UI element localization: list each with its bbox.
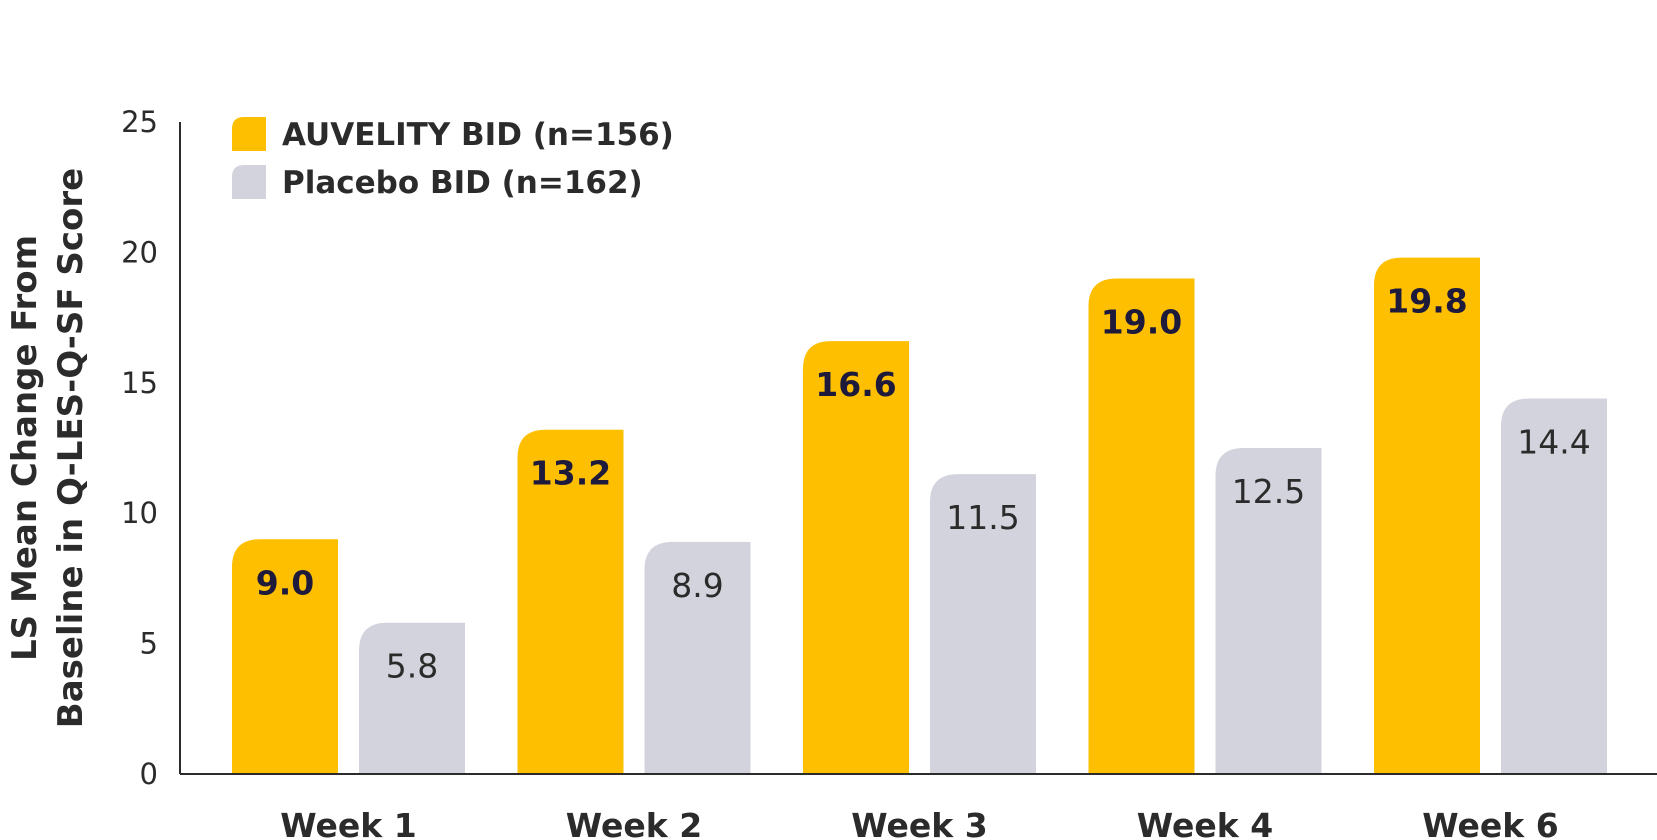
auvelity-bar-week-3 bbox=[803, 341, 909, 774]
y-tick-label: 15 bbox=[121, 366, 158, 400]
y-tick-label: 10 bbox=[121, 496, 158, 530]
placebo-bar-week-4 bbox=[1215, 448, 1322, 774]
auvelity-bar-week-2 bbox=[517, 429, 624, 774]
legend: AUVELITY BID (n=156) Placebo BID (n=162) bbox=[232, 117, 674, 201]
placebo-data-label: 14.4 bbox=[1517, 422, 1590, 461]
bars bbox=[232, 257, 1607, 775]
auvelity-data-label: 13.2 bbox=[530, 454, 611, 493]
placebo-bar-week-3 bbox=[930, 474, 1036, 774]
y-tick-label: 20 bbox=[121, 235, 158, 269]
placebo-data-label: 12.5 bbox=[1232, 472, 1305, 511]
y-tick-label: 25 bbox=[121, 105, 158, 139]
y-axis-title-line-2: Baseline in Q-LES-Q-SF Score bbox=[51, 168, 91, 728]
auvelity-bar-week-1 bbox=[232, 539, 338, 774]
y-axis-ticks: 0 5 10 15 20 25 bbox=[121, 105, 158, 791]
auvelity-bar-week-5 bbox=[1374, 257, 1480, 775]
x-tick-label: Week 2 bbox=[566, 806, 702, 840]
placebo-bar-week-2 bbox=[644, 541, 751, 774]
x-tick-label: Week 4 bbox=[1137, 806, 1273, 840]
legend-swatch-auvelity bbox=[232, 117, 266, 151]
legend-label-placebo: Placebo BID (n=162) bbox=[282, 165, 643, 201]
auvelity-data-label: 19.8 bbox=[1386, 282, 1467, 321]
y-axis-title-line-1: LS Mean Change From bbox=[5, 235, 45, 661]
legend-label-auvelity: AUVELITY BID (n=156) bbox=[282, 117, 674, 153]
placebo-data-label: 11.5 bbox=[946, 498, 1019, 537]
y-tick-label: 5 bbox=[140, 627, 158, 661]
placebo-bar-week-5 bbox=[1501, 398, 1607, 774]
placebo-data-label: 8.9 bbox=[671, 566, 723, 605]
legend-swatch-placebo bbox=[232, 165, 266, 199]
auvelity-bar-week-4 bbox=[1088, 278, 1195, 774]
x-tick-label: Week 3 bbox=[851, 806, 987, 840]
y-axis-label: LS Mean Change From Baseline in Q-LES-Q-S… bbox=[5, 168, 91, 728]
placebo-data-label: 5.8 bbox=[386, 647, 438, 686]
placebo-bar-week-1 bbox=[359, 622, 465, 774]
x-tick-label: Week 1 bbox=[280, 806, 416, 840]
x-axis-ticks: Week 1 Week 2 Week 3 Week 4 Week 6 bbox=[280, 806, 1558, 840]
axes bbox=[179, 122, 1657, 775]
auvelity-data-label: 19.0 bbox=[1101, 302, 1182, 341]
x-tick-label: Week 6 bbox=[1422, 806, 1558, 840]
auvelity-data-label: 9.0 bbox=[256, 563, 314, 602]
y-tick-label: 0 bbox=[140, 757, 158, 791]
auvelity-data-label: 16.6 bbox=[815, 365, 896, 404]
data-labels: 9.0 5.8 13.2 8.9 16.6 11.5 19.0 12.5 19.8 14.4 bbox=[256, 282, 1591, 686]
